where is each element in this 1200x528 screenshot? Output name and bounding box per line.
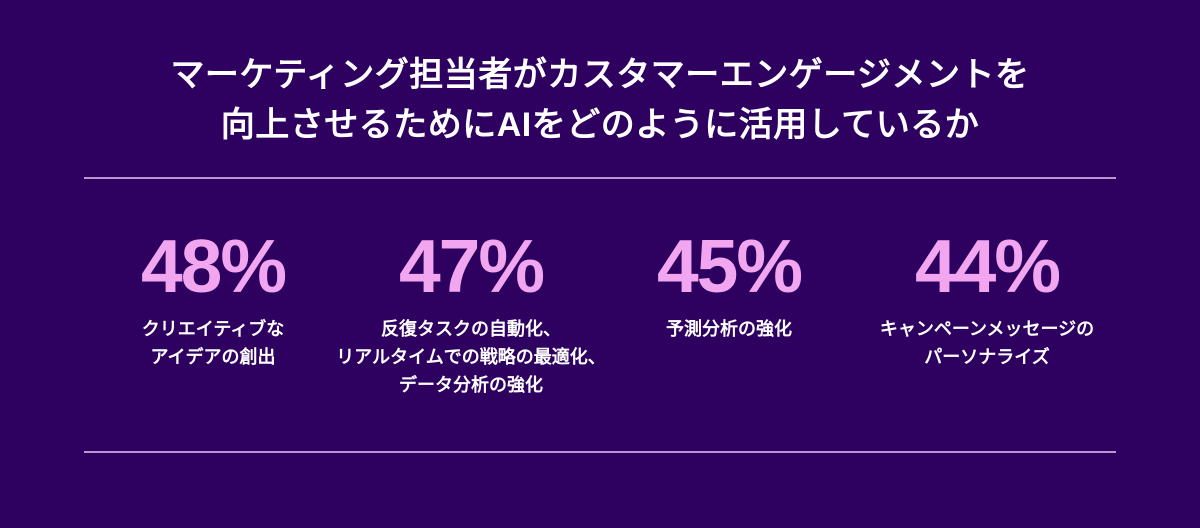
stat-label-line: 予測分析の強化 (666, 319, 792, 339)
stat-label-line: キャンペーンメッセージの (879, 319, 1095, 339)
stat-value: 45% (656, 224, 803, 308)
stat-card-predictive-analytics: 45% 予測分析の強化 (600, 224, 858, 343)
stat-label: クリエイティブな アイデアの創出 (142, 315, 285, 371)
stat-value: 47% (398, 224, 545, 308)
top-divider-line (84, 177, 1116, 179)
stat-label-line: アイデアの創出 (150, 347, 276, 367)
page-title: マーケティング担当者がカスタマーエンゲージメントを 向上させるためにAIをどのよ… (84, 50, 1116, 150)
stat-card-creative-ideas: 48% クリエイティブな アイデアの創出 (84, 224, 342, 371)
page-title-line-1: マーケティング担当者がカスタマーエンゲージメントを (170, 56, 1030, 94)
page-title-line-2: 向上させるためにAIをどのように活用しているか (220, 106, 980, 144)
stat-label: 予測分析の強化 (666, 315, 792, 343)
stat-label-line: データ分析の強化 (399, 375, 543, 395)
ai-marketing-stats-infographic: マーケティング担当者がカスタマーエンゲージメントを 向上させるためにAIをどのよ… (84, 0, 1116, 453)
stat-label: 反復タスクの自動化、 リアルタイムでの戦略の最適化、 データ分析の強化 (336, 315, 605, 399)
bottom-divider-line (84, 451, 1116, 453)
stat-label-line: パーソナライズ (924, 347, 1050, 367)
stat-label-line: リアルタイムでの戦略の最適化、 (336, 347, 606, 367)
stat-label: キャンペーンメッセージの パーソナライズ (880, 315, 1094, 371)
stat-label-line: クリエイティブな (141, 319, 285, 339)
stat-value: 48% (140, 224, 287, 308)
stat-card-task-automation: 47% 反復タスクの自動化、 リアルタイムでの戦略の最適化、 データ分析の強化 (336, 224, 605, 399)
stats-row: 48% クリエイティブな アイデアの創出 47% 反復タスクの自動化、 リアルタ… (84, 224, 1116, 399)
stat-card-campaign-personalization: 44% キャンペーンメッセージの パーソナライズ (858, 224, 1116, 371)
stat-value: 44% (914, 224, 1061, 308)
stat-label-line: 反復タスクの自動化、 (381, 319, 561, 339)
